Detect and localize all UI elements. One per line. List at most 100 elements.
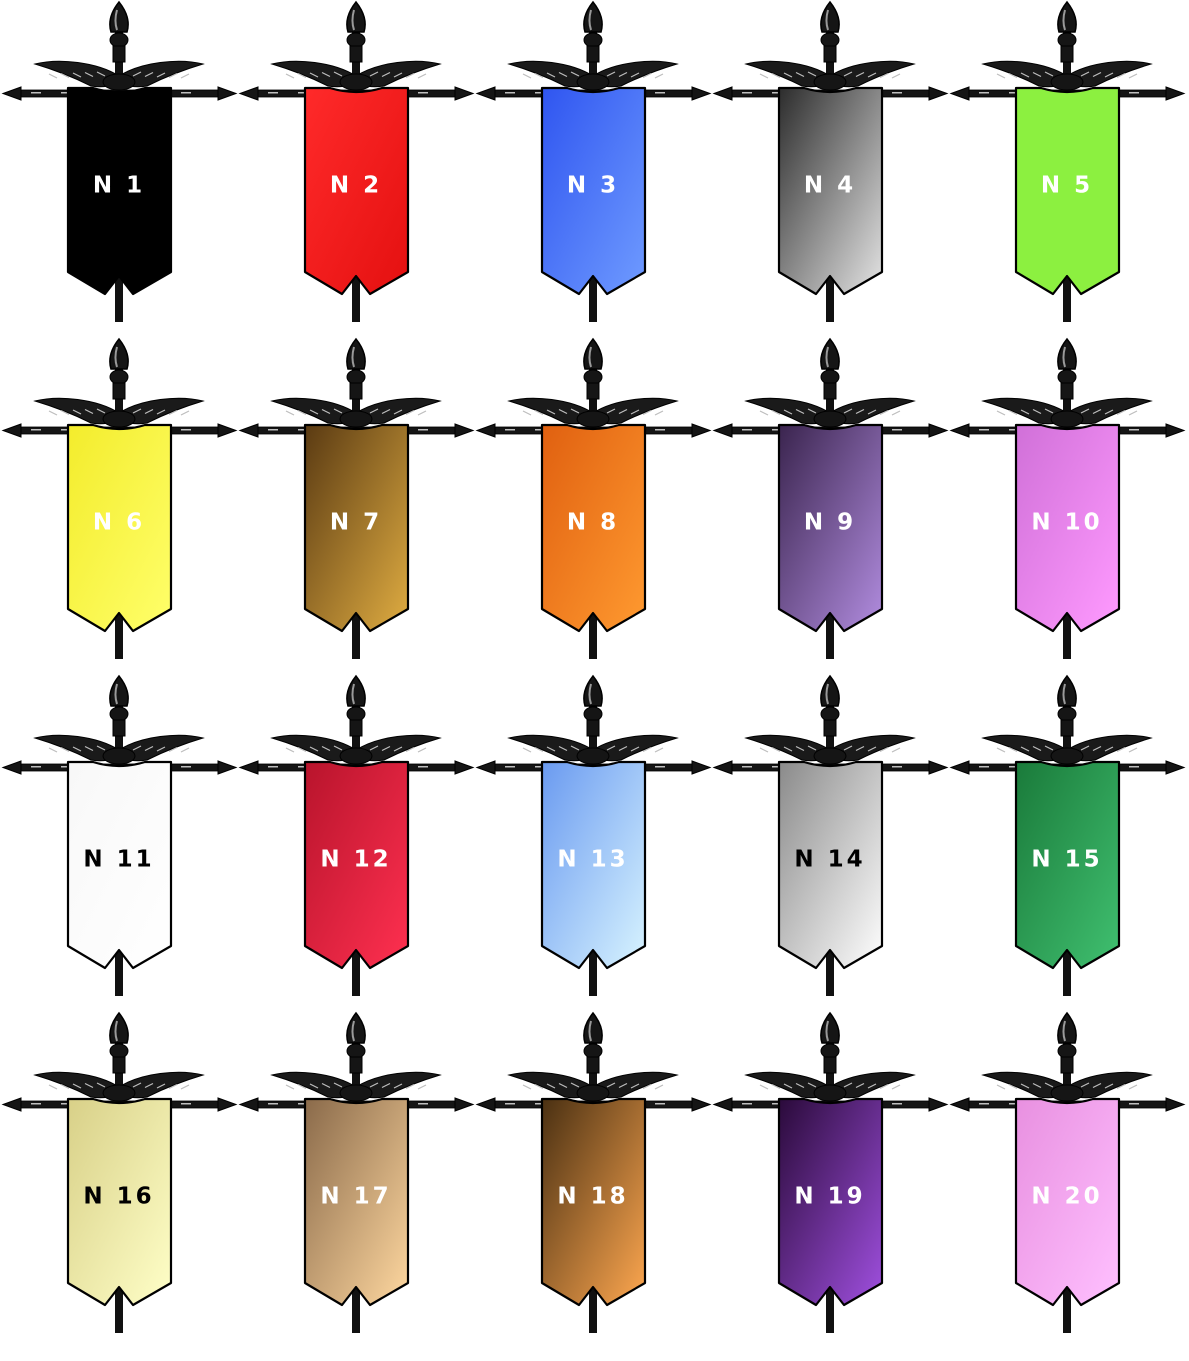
- eagle-wings-icon: [507, 1071, 679, 1102]
- banner-svg: N 17: [238, 1011, 475, 1333]
- eagle-wings-icon: [33, 734, 205, 765]
- banner-cloth: [540, 86, 647, 296]
- banner-item: N 8: [475, 337, 712, 679]
- crossbar-detail: [772, 92, 782, 94]
- crossbar-tip-left: [1, 1097, 22, 1112]
- crossbar-tip-left: [949, 760, 970, 775]
- crossbar-detail: [298, 1103, 308, 1105]
- crossbar-detail: [535, 429, 545, 431]
- crossbar-detail: [892, 1103, 902, 1105]
- banner-svg: N 14: [712, 674, 949, 996]
- banner-item: N 13: [475, 674, 712, 1016]
- crossbar-detail: [892, 429, 902, 431]
- banner-svg: N 6: [1, 337, 238, 659]
- banner-label: N 5: [1041, 173, 1093, 199]
- crossbar-detail: [31, 766, 41, 768]
- banner-item: N 2: [238, 0, 475, 342]
- banner-svg: N 12: [238, 674, 475, 996]
- crossbar-detail: [655, 429, 665, 431]
- finial-icon: [1057, 674, 1077, 737]
- crossbar-detail: [979, 1103, 989, 1105]
- banner-label: N 14: [794, 847, 865, 873]
- crossbar-tip-right: [454, 423, 475, 438]
- crossbar-detail: [505, 429, 515, 431]
- finial-icon: [583, 0, 603, 63]
- banner-label: N 13: [557, 847, 628, 873]
- banner-item: N 5: [949, 0, 1186, 342]
- finial-icon: [1057, 337, 1077, 400]
- banner-item: N 16: [1, 1011, 238, 1353]
- crossbar-detail: [979, 429, 989, 431]
- banner-label: N 2: [330, 173, 382, 199]
- banner-item: N 4: [712, 0, 949, 342]
- pole: [115, 1281, 123, 1333]
- crossbar-tip-right: [1165, 760, 1186, 775]
- banner-item: N 12: [238, 674, 475, 1016]
- finial-icon: [109, 0, 129, 63]
- eagle-wings-icon: [33, 397, 205, 428]
- crossbar-tip-right: [691, 86, 712, 101]
- crossbar-tip-right: [454, 1097, 475, 1112]
- eagle-wings-icon: [507, 397, 679, 428]
- banner-item: N 14: [712, 674, 949, 1016]
- crossbar-detail: [1129, 1103, 1139, 1105]
- crossbar-tip-right: [928, 1097, 949, 1112]
- crossbar-detail: [535, 1103, 545, 1105]
- pole: [589, 944, 597, 996]
- crossbar-detail: [298, 92, 308, 94]
- crossbar-detail: [772, 1103, 782, 1105]
- crossbar-detail: [772, 766, 782, 768]
- banner-label: N 6: [93, 510, 145, 536]
- banner-label: N 20: [1031, 1184, 1102, 1210]
- finial-icon: [109, 1011, 129, 1074]
- banner-svg: N 9: [712, 337, 949, 659]
- crossbar-detail: [1129, 766, 1139, 768]
- banner-label: N 17: [320, 1184, 391, 1210]
- banner-label: N 4: [804, 173, 856, 199]
- banner-cloth: [303, 423, 410, 633]
- crossbar-tip-right: [691, 1097, 712, 1112]
- finial-icon: [109, 337, 129, 400]
- crossbar-tip-right: [1165, 86, 1186, 101]
- banner-cloth: [1014, 423, 1121, 633]
- crossbar-detail: [892, 766, 902, 768]
- crossbar-detail: [418, 766, 428, 768]
- crossbar-tip-left: [949, 1097, 970, 1112]
- pole: [826, 1281, 834, 1333]
- banner-svg: N 1: [1, 0, 238, 322]
- banner-cloth: [540, 1097, 647, 1307]
- banner-label: N 7: [330, 510, 382, 536]
- crossbar-tip-right: [1165, 1097, 1186, 1112]
- finial-icon: [820, 1011, 840, 1074]
- crossbar-tip-left: [712, 1097, 733, 1112]
- crossbar-detail: [1009, 766, 1019, 768]
- pole: [826, 944, 834, 996]
- pole: [589, 270, 597, 322]
- banner-cloth: [540, 760, 647, 970]
- eagle-wings-icon: [744, 1071, 916, 1102]
- crossbar-detail: [772, 429, 782, 431]
- finial-icon: [1057, 0, 1077, 63]
- banner-label: N 16: [83, 1184, 154, 1210]
- finial-icon: [346, 0, 366, 63]
- banner-svg: N 5: [949, 0, 1186, 322]
- banner-cloth: [303, 86, 410, 296]
- crossbar-detail: [418, 92, 428, 94]
- crossbar-detail: [742, 1103, 752, 1105]
- finial-icon: [820, 0, 840, 63]
- crossbar-detail: [61, 92, 71, 94]
- banner-item: N 19: [712, 1011, 949, 1353]
- crossbar-detail: [31, 92, 41, 94]
- banner-svg: N 10: [949, 337, 1186, 659]
- eagle-wings-icon: [270, 397, 442, 428]
- crossbar-tip-right: [454, 86, 475, 101]
- banner-label: N 18: [557, 1184, 628, 1210]
- crossbar-detail: [655, 1103, 665, 1105]
- crossbar-tip-right: [217, 86, 238, 101]
- crossbar-tip-left: [1, 423, 22, 438]
- banner-label: N 9: [804, 510, 856, 536]
- pole: [826, 607, 834, 659]
- banner-item: N 7: [238, 337, 475, 679]
- banner-svg: N 7: [238, 337, 475, 659]
- crossbar-detail: [418, 429, 428, 431]
